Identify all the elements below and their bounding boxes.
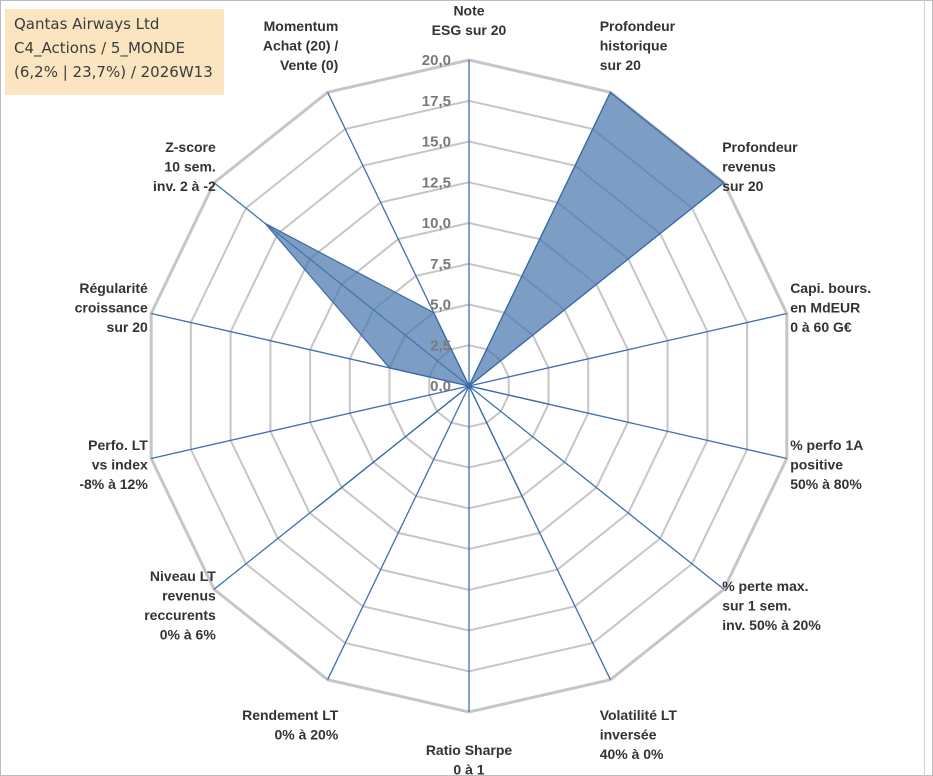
axis-label-line: Achat (20) /	[263, 37, 339, 53]
axis-label-line: Perfo. LT	[88, 437, 148, 453]
axis-label: Z-score 10 sem. inv. 2 à -2	[153, 139, 216, 194]
axis-spoke	[468, 385, 725, 590]
axis-label-line: Capi. bours.	[790, 280, 871, 296]
axis-label: Perfo. LT vs index -8% à 12%	[79, 437, 148, 492]
axis-label-line: historique	[600, 37, 668, 53]
axis-spoke	[151, 385, 470, 460]
axis-label-line: Rendement LT	[242, 707, 339, 723]
tick-label: 17,5	[422, 93, 451, 110]
info-box: Qantas Airways Ltd C4_Actions / 5_MONDE …	[5, 9, 224, 95]
axis-label: Note ESG sur 20	[432, 3, 507, 39]
data-series-area	[264, 91, 725, 509]
axis-label-line: sur 20	[722, 178, 763, 194]
company-name: Qantas Airways Ltd	[14, 15, 160, 33]
axis-label: Régularité croissance sur 20	[75, 280, 148, 335]
axis-label-line: 0 à 1	[453, 762, 484, 776]
axis-label-line: Profondeur	[722, 139, 798, 155]
axis-label: Rendement LT 0% à 20%	[242, 707, 339, 743]
axis-label-line: revenus	[722, 159, 776, 175]
axis-label: Niveau LT revenus reccurents 0% à 6%	[144, 568, 216, 643]
axis-label-line: -8% à 12%	[79, 476, 148, 492]
axis-label: Capi. bours. en MdEUR 0 à 60 G€	[790, 280, 871, 335]
axis-label-line: 40% à 0%	[600, 746, 664, 762]
axis-label-line: % perte max.	[722, 578, 808, 594]
axis-label-line: sur 20	[600, 57, 641, 73]
period-label: (6,2% | 23,7%) / 2026W13	[14, 63, 213, 81]
axis-label-line: Note	[453, 3, 484, 19]
axis-label-line: Niveau LT	[150, 568, 216, 584]
axis-label-line: revenus	[162, 588, 216, 604]
axis-spoke	[327, 385, 470, 680]
tick-label: 10,0	[422, 215, 451, 232]
axis-label-line: inversée	[600, 727, 657, 743]
axis-label-line: Ratio Sharpe	[426, 742, 513, 758]
axis-label-line: croissance	[75, 300, 148, 316]
axis-label-line: Z-score	[165, 139, 216, 155]
tick-label: 7,5	[430, 256, 451, 273]
axis-label: Momentum Achat (20) / Vente (0)	[263, 18, 339, 73]
axis-label-line: sur 20	[107, 319, 148, 335]
axis-label-line: 0 à 60 G€	[790, 319, 852, 335]
axis-label: Volatilité LT inversée 40% à 0%	[600, 707, 678, 762]
tick-label: 5,0	[430, 297, 451, 314]
tick-label: 12,5	[422, 174, 451, 191]
axis-label: Profondeur historique sur 20	[600, 18, 676, 73]
axis-spoke	[468, 312, 787, 387]
axis-label-line: Volatilité LT	[600, 707, 678, 723]
category-label: C4_Actions / 5_MONDE	[14, 39, 185, 57]
axis-label: % perfo 1A positive 50% à 80%	[790, 437, 863, 492]
axis-label-line: Régularité	[79, 280, 148, 296]
axis-label-line: sur 1 sem.	[722, 598, 791, 614]
scrollbar-edge	[924, 0, 925, 776]
axis-label-line: Vente (0)	[280, 57, 338, 73]
axis-label-line: % perfo 1A	[790, 437, 863, 453]
axis-label-line: 0% à 20%	[274, 727, 338, 743]
axis-label-line: 0% à 6%	[160, 627, 217, 643]
axis-label-line: Momentum	[264, 18, 339, 34]
axis-label: % perte max. sur 1 sem. inv. 50% à 20%	[722, 578, 821, 633]
axis-label-line: 50% à 80%	[790, 476, 862, 492]
axis-label-line: reccurents	[144, 607, 216, 623]
axis-label-line: inv. 50% à 20%	[722, 617, 821, 633]
tick-label: 15,0	[422, 134, 451, 151]
axis-label: Profondeur revenus sur 20	[722, 139, 798, 194]
axis-label-line: en MdEUR	[790, 300, 860, 316]
tick-label: 0,0	[430, 378, 451, 395]
axis-label-line: inv. 2 à -2	[153, 178, 216, 194]
tick-label: 20,0	[422, 52, 451, 69]
axis-label-line: positive	[790, 456, 843, 472]
axis-label: Ratio Sharpe 0 à 1	[426, 742, 513, 776]
tick-label: 2,5	[430, 337, 451, 354]
axis-label-line: 10 sem.	[164, 159, 215, 175]
axis-label-line: Profondeur	[600, 18, 676, 34]
axis-label-line: vs index	[92, 456, 148, 472]
axis-label-line: ESG sur 20	[432, 22, 507, 38]
